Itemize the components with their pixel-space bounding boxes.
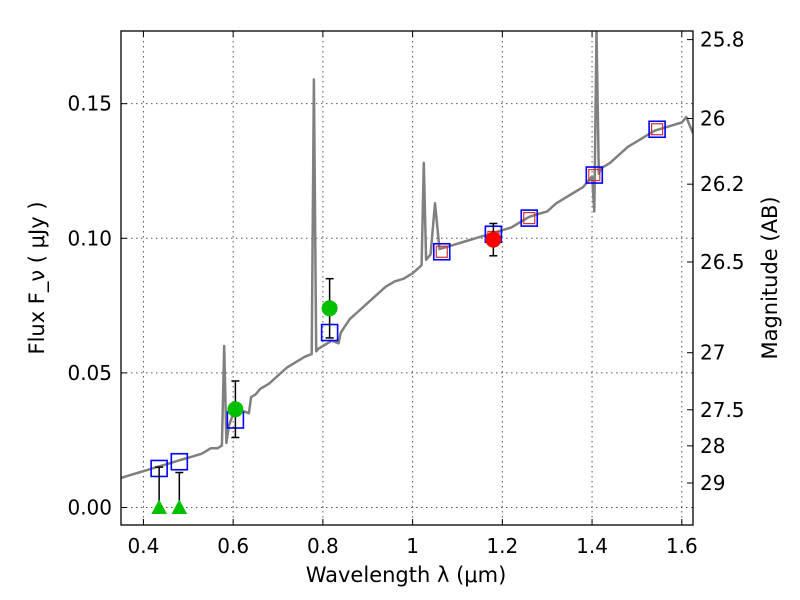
- upper-limit-triangle: [171, 499, 188, 515]
- synthetic-square-point: [523, 212, 536, 225]
- model-square-point: [432, 242, 451, 261]
- grid-layer: [121, 31, 693, 525]
- y2-tick-label: 29: [700, 471, 725, 495]
- x-tick-label: 1.4: [576, 534, 608, 558]
- synthetic-square-point: [588, 168, 601, 182]
- y-tick-label: 0.10: [67, 226, 112, 250]
- plot-frame: [120, 30, 694, 526]
- model-square-point: [585, 166, 604, 184]
- x-tick-label: 0.8: [307, 534, 339, 558]
- y2-tick-label: 26: [700, 106, 725, 130]
- sed-line: [121, 31, 693, 480]
- y2-tick-label: 26.5: [700, 250, 745, 274]
- tick-layer: 0.4 0.6 0.8 1 1.2 1.4 1.6 0.00 0.05 0.10 0.15 25.8 2…: [67, 28, 744, 558]
- y2-tick-label: 25.8: [700, 28, 745, 52]
- y2-axis-label: Magnitude (AB): [758, 196, 782, 359]
- detection-point: [321, 300, 338, 317]
- y2-tick-label: 27: [700, 341, 725, 365]
- synthetic-square-point: [435, 245, 448, 258]
- x-tick-label: 0.6: [217, 534, 249, 558]
- model-square-point: [520, 209, 539, 227]
- upper-limit-triangle: [151, 499, 167, 515]
- model-square-point: [170, 452, 189, 471]
- detection-point: [227, 401, 244, 418]
- model-square-point: [648, 120, 666, 139]
- plot-area: [121, 31, 693, 515]
- x-tick-label: 1.6: [666, 534, 698, 558]
- x-tick-label: 1.2: [486, 534, 518, 558]
- y-tick-label: 0.05: [67, 361, 112, 385]
- x-axis-label: Wavelength λ (μm): [306, 563, 507, 587]
- x-tick-label: 0.4: [128, 534, 160, 558]
- y2-tick-label: 27.5: [700, 398, 745, 422]
- y-axis-label: Flux F_ν ( μJy ): [25, 201, 50, 354]
- y2-tick-label: 28: [700, 434, 725, 458]
- y2-tick-label: 26.2: [700, 172, 745, 196]
- detection-point: [485, 231, 502, 248]
- synthetic-square-point: [651, 123, 664, 136]
- y-tick-label: 0.15: [67, 92, 112, 116]
- y-tick-label: 0.00: [67, 496, 112, 520]
- x-tick-label: 1: [406, 534, 419, 558]
